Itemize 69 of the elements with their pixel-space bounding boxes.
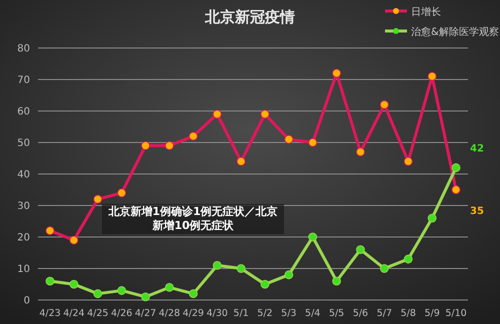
y-tick-label: 80 [17, 44, 30, 54]
x-tick-label: 4/28 [158, 308, 180, 319]
x-tick-label: 5/2 [257, 308, 273, 319]
data-label: 42 [470, 144, 484, 155]
x-tick-label: 4/25 [87, 308, 108, 319]
point [93, 194, 102, 204]
point [117, 188, 126, 198]
x-tick-label: 4/29 [182, 308, 204, 319]
point [236, 264, 246, 273]
y-tick-label: 50 [17, 138, 30, 149]
point [46, 226, 54, 236]
x-tick-label: 5/1 [233, 308, 249, 319]
point [284, 134, 294, 144]
point [117, 286, 126, 295]
y-tick-label: 0 [24, 296, 30, 306]
y-tick-label: 10 [17, 264, 30, 275]
y-tick-label: 60 [17, 106, 30, 118]
x-tick-label: 4/24 [63, 308, 85, 319]
point [284, 270, 294, 280]
x-tick-label: 4/23 [39, 308, 61, 319]
legend-label: 治愈&解除医学观察 [411, 26, 499, 38]
x-tick-label: 5/4 [305, 308, 320, 319]
x-tick-label: 4/30 [206, 308, 228, 319]
x-tick-label: 5/3 [281, 308, 296, 319]
y-tick-label: 30 [17, 201, 30, 212]
point [404, 157, 413, 166]
point [141, 292, 150, 302]
point [165, 283, 174, 292]
point [308, 138, 318, 147]
point [332, 68, 341, 78]
x-tick-label: 5/10 [445, 308, 467, 319]
point [380, 264, 389, 273]
point [428, 214, 437, 222]
point [260, 110, 270, 119]
point [141, 141, 150, 150]
point [46, 276, 54, 286]
point [69, 236, 78, 245]
point [93, 289, 102, 298]
point [428, 72, 437, 81]
data-label: 35 [470, 206, 484, 217]
y-tick-label: 40 [17, 170, 30, 180]
point [212, 110, 222, 119]
point [69, 280, 78, 289]
point [212, 260, 222, 270]
point [260, 280, 270, 289]
point [356, 245, 365, 254]
point [380, 100, 389, 110]
x-tick-label: 5/8 [400, 308, 416, 319]
point [452, 163, 460, 172]
annotation: 北京新增1例确诊1例无症状／北京新增10例无症状 [102, 204, 284, 234]
point [188, 132, 198, 141]
x-tick-label: 4/27 [134, 308, 156, 319]
point [452, 185, 460, 194]
point [165, 141, 174, 150]
x-tick-label: 5/6 [352, 308, 368, 319]
legend-label: 日增长 [411, 6, 441, 18]
x-tick-label: 5/7 [376, 308, 392, 319]
point [236, 157, 246, 166]
point [332, 276, 341, 286]
point [404, 254, 413, 264]
point [356, 148, 365, 156]
y-tick-label: 70 [17, 75, 30, 86]
point [188, 289, 198, 298]
x-tick-label: 4/26 [110, 308, 132, 319]
y-tick-label: 20 [17, 232, 30, 244]
x-tick-label: 5/9 [424, 308, 440, 319]
chart-title: 北京新冠疫情 [204, 8, 295, 26]
x-tick-label: 5/5 [328, 308, 344, 319]
point [308, 232, 318, 242]
